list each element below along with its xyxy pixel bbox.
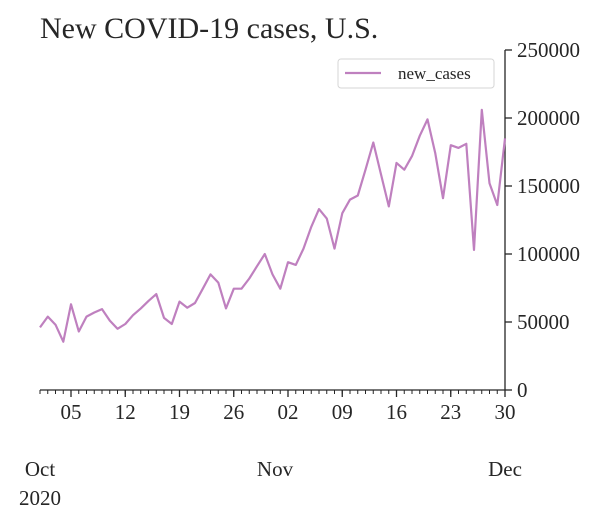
x-tick-label: 26 bbox=[223, 400, 244, 424]
x-tick-label: 09 bbox=[332, 400, 353, 424]
y-tick-label: 0 bbox=[517, 378, 528, 402]
legend-label: new_cases bbox=[398, 64, 471, 83]
x-month-label: Nov bbox=[257, 457, 294, 481]
legend-box bbox=[337, 58, 495, 89]
y-tick-label: 100000 bbox=[517, 242, 580, 266]
y-tick-label: 50000 bbox=[517, 310, 570, 334]
x-month-label: Oct bbox=[25, 457, 55, 481]
y-tick-label: 200000 bbox=[517, 106, 580, 130]
x-tick-label: 23 bbox=[440, 400, 461, 424]
series-line-new_cases bbox=[39, 108, 507, 343]
x-tick-label: 12 bbox=[115, 400, 136, 424]
y-tick-label: 250000 bbox=[517, 38, 580, 62]
plot-area: 05 12 19 26 02 09 16 23 30 Oct 2020 Nov Dec 0 50000 100… bbox=[19, 38, 580, 510]
chart-title: New COVID-19 cases, U.S. bbox=[40, 12, 378, 45]
x-tick-label: 19 bbox=[169, 400, 190, 424]
x-month-label: 2020 bbox=[19, 486, 61, 510]
x-tick-label: 30 bbox=[495, 400, 516, 424]
x-tick-label: 02 bbox=[278, 400, 299, 424]
y-tick-label: 150000 bbox=[517, 174, 580, 198]
x-tick-label: 16 bbox=[386, 400, 407, 424]
x-tick-label: 05 bbox=[61, 400, 82, 424]
x-month-label: Dec bbox=[488, 457, 522, 481]
